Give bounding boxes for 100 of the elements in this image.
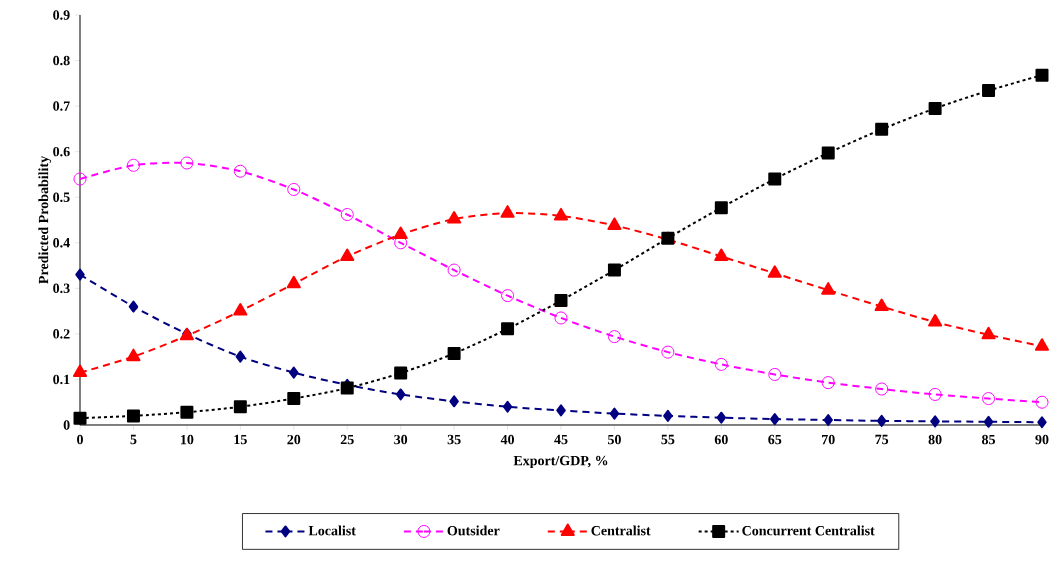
point (287, 392, 301, 406)
point (607, 263, 621, 277)
legend-label: Concurrent Centralist (742, 525, 875, 536)
point (340, 248, 355, 261)
point (394, 366, 408, 380)
point (821, 146, 835, 160)
x-tick-label: 20 (287, 434, 301, 445)
point (609, 407, 620, 420)
point (72, 364, 88, 378)
y-tick-label: 0.2 (53, 329, 70, 339)
point (930, 415, 940, 428)
x-tick-label: 25 (340, 434, 354, 445)
point (126, 158, 140, 172)
point (714, 357, 728, 371)
point (449, 395, 459, 408)
x-tick-label: 90 (1035, 434, 1049, 445)
point (286, 275, 301, 289)
point (663, 409, 673, 422)
point (661, 345, 675, 359)
point (1035, 68, 1049, 82)
point (714, 201, 728, 215)
x-tick-label: 70 (822, 434, 835, 445)
point (233, 164, 247, 178)
point (393, 226, 408, 240)
x-tick-label: 60 (714, 434, 728, 445)
point (1035, 395, 1049, 409)
point (875, 382, 889, 396)
point (875, 122, 889, 136)
point (770, 413, 780, 426)
point (767, 265, 782, 278)
point (180, 405, 194, 419)
point (768, 172, 782, 186)
x-tick-label: 45 (554, 434, 568, 445)
y-tick-label: 0.6 (53, 146, 70, 157)
y-tick-label: 0.1 (53, 374, 70, 385)
point (289, 366, 299, 379)
point (928, 314, 943, 327)
point (607, 330, 621, 344)
point (821, 376, 835, 390)
y-tick-label: 0.9 (53, 10, 70, 20)
x-tick-label: 5 (130, 434, 137, 445)
x-tick-label: 85 (982, 434, 996, 445)
y-tick-label: 0.4 (53, 238, 70, 248)
point (928, 101, 942, 115)
point (126, 409, 140, 423)
point (823, 413, 833, 426)
point (502, 400, 513, 413)
y-tick-label: 0.7 (53, 101, 70, 111)
point (554, 294, 568, 308)
point (768, 367, 782, 381)
point (1037, 416, 1047, 429)
point (714, 248, 729, 261)
point (75, 268, 85, 281)
x-tick-label: 35 (447, 434, 461, 445)
point (556, 404, 566, 417)
point (73, 411, 87, 425)
point (874, 298, 889, 312)
point (982, 84, 996, 98)
point (554, 311, 568, 325)
point (501, 289, 515, 303)
point (1034, 338, 1050, 351)
point (287, 182, 301, 196)
legend-label: Outsider (447, 525, 500, 536)
point (180, 156, 194, 170)
legend-label: Centralist (591, 525, 651, 536)
point (447, 346, 461, 360)
point (233, 303, 248, 316)
x-tick-label: 0 (77, 434, 83, 445)
point (928, 387, 942, 401)
y-tick-label: 0.8 (53, 55, 70, 66)
point (340, 208, 354, 222)
point (876, 414, 887, 427)
point (128, 300, 139, 313)
x-tick-label: 80 (928, 434, 942, 445)
point (73, 172, 87, 186)
x-tick-label: 15 (234, 434, 247, 445)
point (982, 392, 996, 406)
point (126, 348, 141, 362)
point (447, 211, 462, 224)
x-tick-label: 55 (661, 434, 675, 445)
legend-label: Localist (308, 525, 356, 536)
x-tick-label: 75 (875, 434, 889, 445)
x-tick-label: 50 (608, 434, 621, 445)
point (553, 207, 569, 221)
y-tick-label: 0 (63, 420, 70, 430)
x-axis-title: Export/GDP, % (513, 455, 608, 469)
point (716, 411, 727, 424)
y-axis-title: Predicted Probability (38, 156, 52, 284)
point (235, 350, 246, 363)
x-tick-label: 40 (500, 434, 515, 445)
point (607, 217, 622, 230)
y-tick-label: 0.3 (53, 283, 70, 294)
x-tick-label: 10 (181, 434, 194, 445)
point (233, 400, 247, 414)
point (983, 415, 994, 428)
point (500, 205, 515, 218)
x-tick-label: 30 (394, 434, 408, 445)
x-tick-label: 65 (768, 434, 782, 445)
point (821, 282, 836, 295)
point (501, 322, 515, 336)
